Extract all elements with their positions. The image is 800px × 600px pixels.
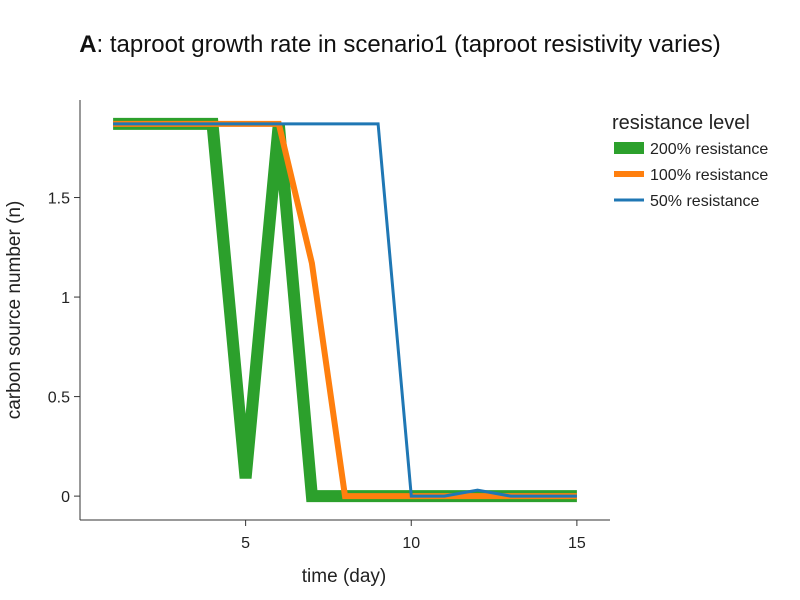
- legend-items: 200% resistance 100% resistance 50% resist…: [614, 141, 768, 210]
- y-ticks: 0 0.5 1 1.5: [48, 191, 80, 506]
- y-tick-label: 1: [61, 290, 70, 307]
- legend[interactable]: resistance level 200% resistance 100% res…: [612, 112, 768, 210]
- chart-title-prefix: A: [79, 31, 96, 58]
- x-axis-label: time (day): [302, 566, 386, 587]
- x-tick-label: 15: [568, 535, 586, 552]
- y-tick-label: 0: [61, 489, 70, 506]
- x-tick-label: 5: [241, 535, 250, 552]
- chart-title: A: taproot growth rate in scenario1 (tap…: [79, 31, 721, 58]
- series-line-2: [113, 120, 577, 500]
- series-line-1: [113, 117, 577, 503]
- x-tick-label: 10: [402, 535, 420, 552]
- legend-label[interactable]: 100% resistance: [650, 167, 768, 184]
- y-tick-label: 1.5: [48, 191, 70, 208]
- series-layer: [113, 117, 577, 503]
- legend-label[interactable]: 200% resistance: [650, 141, 768, 158]
- series-line-3: [113, 122, 577, 498]
- y-axis-label: carbon source number (n): [4, 201, 25, 420]
- legend-title: resistance level: [612, 112, 750, 134]
- x-ticks: 5 10 15: [241, 520, 586, 552]
- legend-label[interactable]: 50% resistance: [650, 193, 759, 210]
- y-tick-label: 0.5: [48, 390, 70, 407]
- chart-title-text: : taproot growth rate in scenario1 (tapr…: [97, 31, 721, 58]
